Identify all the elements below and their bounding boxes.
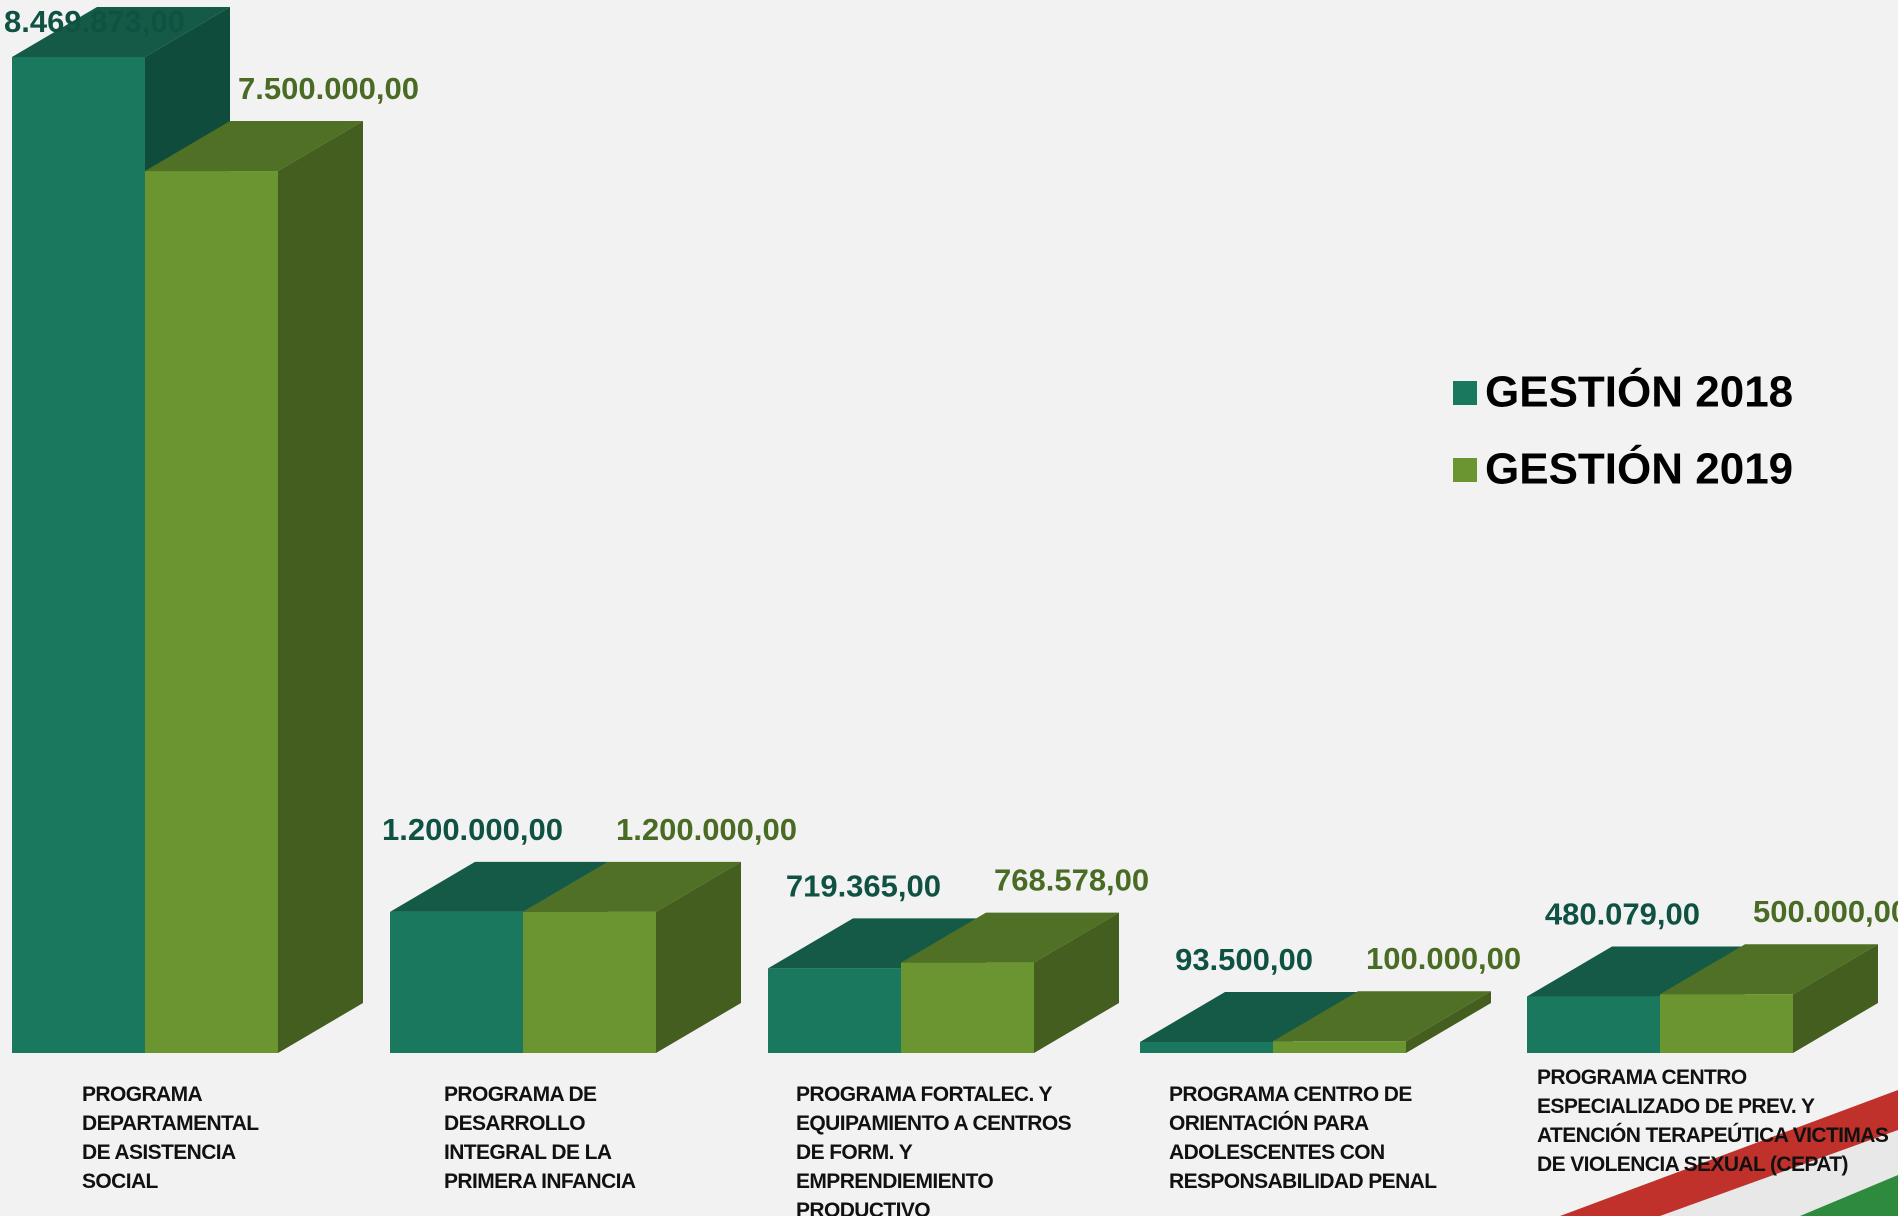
value-label: 100.000,00 <box>1366 941 1521 976</box>
value-label: 768.578,00 <box>994 863 1149 898</box>
value-label: 500.000,00 <box>1753 894 1898 929</box>
value-label: 480.079,00 <box>1545 897 1700 932</box>
bar <box>145 171 278 1053</box>
bar <box>523 912 656 1053</box>
x-tick-label: PROGRAMA DEPARTAMENTAL DE ASISTENCIA SOC… <box>82 1080 272 1196</box>
value-label: 1.200.000,00 <box>616 812 797 847</box>
chart-canvas: 8.469.873,00 7.500.000,00 1.200.000,00 1.20… <box>0 0 1898 1216</box>
value-label: 1.200.000,00 <box>382 812 563 847</box>
bar <box>1273 1041 1406 1053</box>
bar <box>901 963 1034 1053</box>
bar <box>1660 994 1793 1053</box>
value-label: 7.500.000,00 <box>238 71 419 106</box>
value-label: 93.500,00 <box>1175 942 1313 977</box>
bar <box>768 968 901 1053</box>
bar-side <box>278 121 363 1053</box>
value-label: 8.469.873,00 <box>4 4 185 39</box>
legend-label: GESTIÓN 2018 <box>1485 367 1793 417</box>
bar <box>12 57 145 1053</box>
x-tick-label: PROGRAMA DE DESARROLLO INTEGRAL DE LA PR… <box>444 1080 654 1196</box>
legend-swatch <box>1453 381 1477 405</box>
x-tick-label: PROGRAMA CENTRO ESPECIALIZADO DE PREV. Y… <box>1537 1063 1897 1179</box>
bar <box>390 912 523 1053</box>
bar <box>1527 997 1660 1053</box>
value-label: 719.365,00 <box>786 868 941 903</box>
legend-label: GESTIÓN 2019 <box>1485 444 1793 494</box>
chart: 8.469.873,00 7.500.000,00 1.200.000,00 1.20… <box>0 0 1898 1216</box>
legend-swatch <box>1453 458 1477 482</box>
x-tick-label: PROGRAMA FORTALEC. Y EQUIPAMIENTO A CENT… <box>796 1080 1086 1216</box>
bar <box>1140 1042 1273 1053</box>
x-tick-label: PROGRAMA CENTRO DE ORIENTACIÓN PARA ADOL… <box>1169 1080 1449 1196</box>
